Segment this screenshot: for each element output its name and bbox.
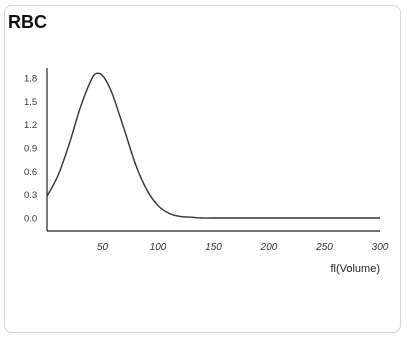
y-tick-label: 1.8	[24, 74, 37, 85]
rbc-distribution-curve	[46, 72, 380, 219]
x-tick-label: 50	[97, 242, 109, 253]
x-tick-label: 300	[372, 242, 389, 253]
y-tick-label: 0.9	[24, 144, 37, 155]
rbc-histogram-card	[4, 5, 401, 333]
x-tick-label: 250	[315, 242, 333, 253]
y-tick-label: 1.2	[24, 120, 37, 131]
x-tick-label: 200	[260, 242, 278, 253]
x-tick-label: 100	[150, 242, 167, 253]
y-tick-label: 0.3	[24, 190, 37, 201]
x-tick-label: 150	[205, 242, 222, 253]
y-tick-label: 0.0	[24, 214, 37, 225]
chart-title: RBC	[8, 12, 47, 32]
y-tick-label: 0.6	[24, 167, 37, 178]
x-axis-label: fl(Volume)	[330, 263, 380, 275]
y-tick-label: 1.5	[24, 97, 37, 108]
